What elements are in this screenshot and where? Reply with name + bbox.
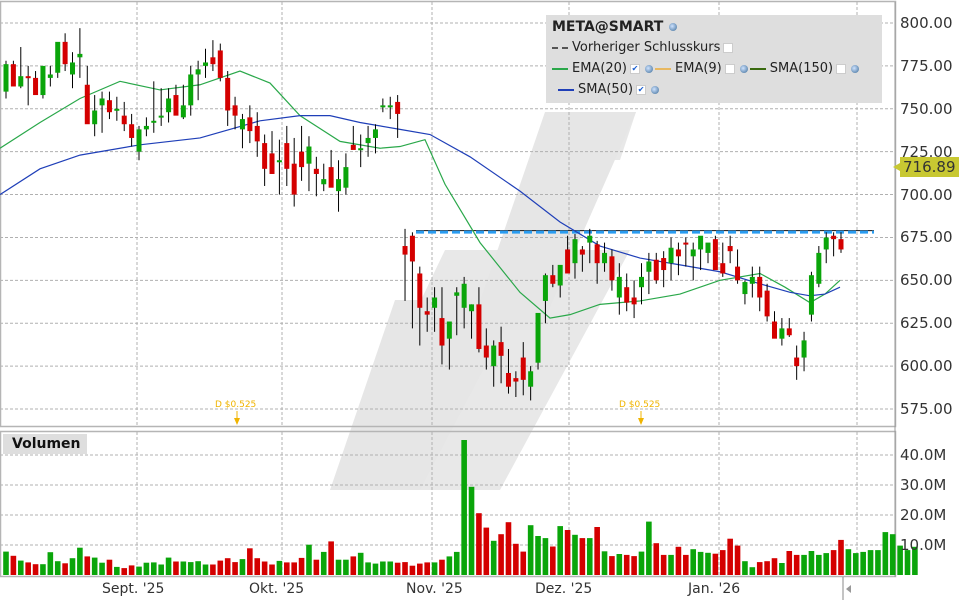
dividend-label: D $0.525 [619, 400, 661, 410]
time-tick-label: Okt. '25 [249, 581, 305, 597]
volume-tick-label: 30.0M [900, 476, 947, 494]
eye-icon[interactable] [651, 85, 660, 94]
price-tick-label: 750.00 [900, 99, 953, 118]
volume-tick-label: 20.0M [900, 506, 947, 524]
checkbox-sma50[interactable]: ✔ [636, 84, 647, 95]
sma150-swatch-icon [749, 67, 766, 70]
eye-icon[interactable] [645, 64, 654, 73]
time-tick-label: Sept. '25 [102, 581, 165, 597]
price-tick-label: 625.00 [900, 314, 953, 333]
previous-close-line [416, 230, 874, 234]
ema20-swatch-icon [552, 67, 568, 70]
watermark-logo [330, 112, 636, 490]
legend-ema9: EMA(9) [675, 61, 722, 76]
checkbox-ema9[interactable] [724, 63, 735, 74]
legend-ema20: EMA(20) [572, 61, 628, 76]
legend-sma150: SMA(150) [769, 61, 834, 76]
checkbox-prev-close[interactable] [723, 42, 734, 53]
checkbox-sma150[interactable] [836, 63, 847, 74]
ema9-swatch-icon [655, 67, 672, 70]
scroll-left-icon[interactable] [846, 585, 851, 593]
eye-icon[interactable] [739, 64, 748, 73]
price-tick-label: 700.00 [900, 185, 953, 204]
price-tick-label: 775.00 [900, 56, 953, 75]
moving-averages [0, 70, 841, 319]
dividend-markers [234, 411, 644, 425]
dashed-line-swatch-icon [552, 46, 568, 49]
legend-sma50: SMA(50) [578, 82, 634, 97]
chart-legend: META@SMART Vorheriger Schlusskurs EMA(20… [546, 15, 882, 103]
eye-icon[interactable] [669, 23, 678, 31]
candlesticks [3, 28, 844, 401]
sma50-swatch-icon [558, 88, 574, 91]
volume-panel-title: Volumen [3, 434, 87, 454]
eye-icon[interactable] [851, 64, 860, 73]
time-tick-label: Nov. '25 [406, 581, 463, 597]
legend-prev-close: Vorheriger Schlusskurs [572, 40, 721, 55]
price-tick-label: 600.00 [900, 357, 953, 376]
dividend-label: D $0.525 [215, 400, 257, 410]
time-tick-label: Jan. '26 [688, 581, 741, 597]
price-tick-label: 800.00 [900, 14, 953, 32]
price-tick-label: 725.00 [900, 142, 953, 161]
legend-title: META@SMART [552, 19, 664, 35]
volume-bars [3, 440, 918, 575]
price-tick-label: 675.00 [900, 228, 953, 247]
time-tick-label: Dez. '25 [535, 581, 593, 597]
last-price-tag: 716.89 [893, 157, 959, 177]
price-tick-label: 575.00 [900, 400, 953, 418]
price-tick-label: 650.00 [900, 271, 953, 290]
volume-tick-label: 10.0M [900, 536, 947, 554]
volume-tick-label: 40.0M [900, 446, 947, 464]
checkbox-ema20[interactable]: ✔ [630, 63, 641, 74]
